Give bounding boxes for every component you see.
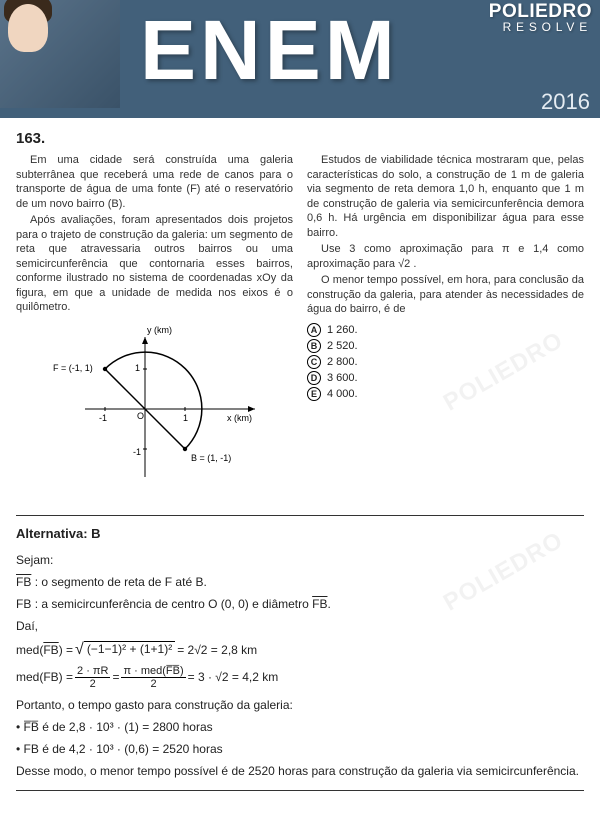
svg-text:1: 1 <box>183 413 188 423</box>
x-axis-label: x (km) <box>227 413 252 423</box>
answer-block: Alternativa: B Sejam: FB : o segmento de… <box>16 526 584 780</box>
frac-num: π · med(F̅B̅) <box>121 665 185 678</box>
definition-text: . <box>327 597 330 611</box>
option-letter: E <box>307 387 321 401</box>
option-row: D 3 600. <box>307 371 584 385</box>
question-paragraph: Estudos de viabilidade técnica mostraram… <box>307 153 584 240</box>
separator <box>16 515 584 516</box>
question-left-column: Em uma cidade será construída uma galeri… <box>16 153 293 501</box>
frac-den: 2 <box>75 678 110 690</box>
definition-text: : o segmento de reta de F até B. <box>35 575 207 589</box>
exam-year: 2016 <box>541 89 590 115</box>
option-row: E 4 000. <box>307 387 584 401</box>
option-row: B 2 520. <box>307 339 584 353</box>
option-text: 3 600. <box>327 372 358 384</box>
option-row: A 1 260. <box>307 323 584 337</box>
y-axis-label: y (km) <box>147 325 172 335</box>
definition-line: FB : o segmento de reta de F até B. <box>16 573 584 591</box>
option-letter: C <box>307 355 321 369</box>
origin-label: O <box>137 411 144 421</box>
dai-label: Daí, <box>16 617 584 635</box>
option-text: 1 260. <box>327 324 358 336</box>
definition-text: : a semicircunferência de centro O (0, 0… <box>35 597 312 611</box>
equation-1: med(FB) = √(−1−1)² + (1+1)² = 2√2 = 2,8 … <box>16 641 584 659</box>
frac-num: 2 · πR <box>75 665 110 678</box>
coordinate-figure: F = (-1, 1) B = (1, -1) O -1 1 1 -1 y (k… <box>16 321 293 501</box>
exam-title: ENEM <box>140 2 399 99</box>
answer-alternative: Alternativa: B <box>16 526 584 541</box>
eq-radical: (−1−1)² + (1+1)² <box>84 641 175 656</box>
question-paragraph: Após avaliações, foram apresentados dois… <box>16 213 293 315</box>
header-photo <box>0 0 120 108</box>
answer-intro: Sejam: <box>16 551 584 569</box>
question-body: Em uma cidade será construída uma galeri… <box>16 153 584 501</box>
definition-line: FB : a semicircunferência de centro O (0… <box>16 595 584 613</box>
figure-svg: F = (-1, 1) B = (1, -1) O -1 1 1 -1 y (k… <box>45 321 265 501</box>
option-letter: A <box>307 323 321 337</box>
portanto-label: Portanto, o tempo gasto para construção … <box>16 696 584 714</box>
point-F-label: F = (-1, 1) <box>53 363 93 373</box>
bullet-item: • F̅B̅ é de 2,8 · 10³ · (1) = 2800 horas <box>16 718 584 736</box>
question-number: 163. <box>16 130 584 147</box>
svg-text:-1: -1 <box>99 413 107 423</box>
option-text: 4 000. <box>327 388 358 400</box>
option-text: 2 520. <box>327 340 358 352</box>
question-paragraph: O menor tempo possível, em hora, para co… <box>307 273 584 317</box>
brand-sub: RESOLVE <box>489 21 592 34</box>
frac-den: 2 <box>121 678 185 690</box>
option-text: 2 800. <box>327 356 358 368</box>
option-letter: D <box>307 371 321 385</box>
conclusion: Desse modo, o menor tempo possível é de … <box>16 762 584 780</box>
brand-block: POLIEDRO RESOLVE <box>489 2 592 34</box>
brand-name: POLIEDRO <box>489 2 592 21</box>
option-row: C 2 800. <box>307 355 584 369</box>
bullet-item: • FB é de 4,2 · 10³ · (0,6) = 2520 horas <box>16 740 584 758</box>
page-header: ENEM POLIEDRO RESOLVE 2016 <box>0 0 600 118</box>
question-paragraph: Em uma cidade será construída uma galeri… <box>16 153 293 211</box>
question-right-column: Estudos de viabilidade técnica mostraram… <box>307 153 584 501</box>
point-B-label: B = (1, -1) <box>191 453 231 463</box>
eq-result: = 2√2 = 2,8 km <box>177 643 257 657</box>
content-area: POLIEDRO POLIEDRO 163. Em uma cidade ser… <box>0 118 600 805</box>
equation-2: med(FB) = 2 · πR2 = π · med(F̅B̅)2 = 3 ·… <box>16 665 584 690</box>
svg-text:1: 1 <box>135 363 140 373</box>
option-letter: B <box>307 339 321 353</box>
options-list: A 1 260. B 2 520. C 2 800. D 3 600. E <box>307 323 584 401</box>
separator <box>16 790 584 791</box>
svg-text:-1: -1 <box>133 447 141 457</box>
eq-result: = 3 · √2 = 4,2 km <box>188 670 279 684</box>
question-paragraph: Use 3 como aproximação para π e 1,4 como… <box>307 242 584 271</box>
